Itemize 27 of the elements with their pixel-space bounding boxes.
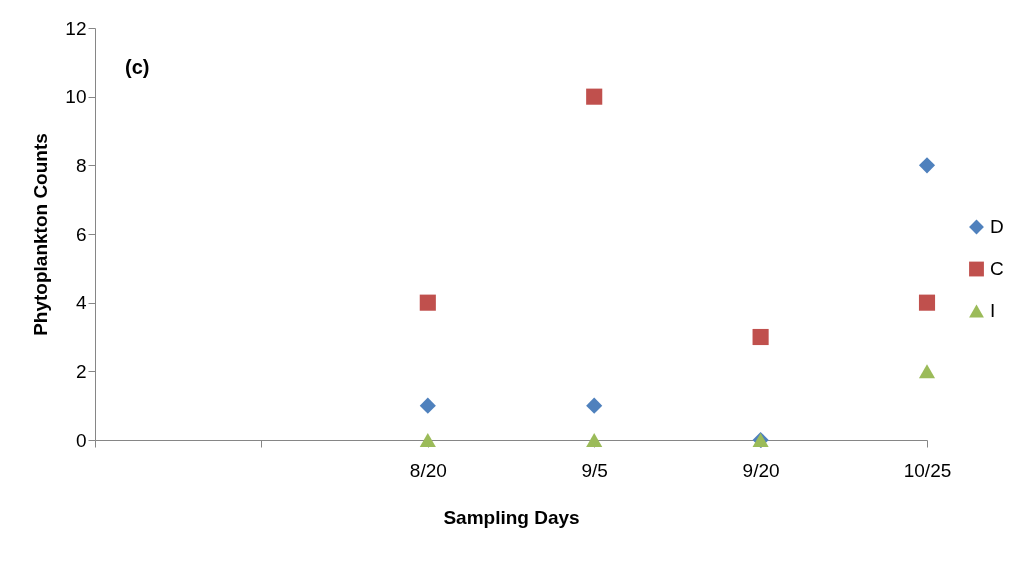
y-tick-label: 12 (65, 17, 87, 39)
x-tick-label: 8/20 (409, 459, 447, 481)
annotation: (c) (125, 56, 150, 78)
y-tick-label: 6 (75, 223, 87, 245)
point (586, 433, 603, 447)
x-tick-label: 9/5 (581, 459, 608, 481)
legend-label: I (990, 300, 996, 322)
point (419, 433, 436, 447)
point (419, 294, 436, 311)
point (918, 364, 936, 379)
y-tick-label: 0 (75, 429, 87, 451)
point (918, 294, 936, 311)
y-tick-label: 10 (65, 86, 87, 108)
point (586, 397, 603, 414)
point (918, 157, 936, 174)
point (752, 328, 769, 346)
legend-label: D (990, 216, 1004, 238)
point (586, 88, 603, 105)
y-axis-title: Phytoplankton Counts (30, 133, 52, 336)
point (419, 397, 436, 414)
x-tick-label: 10/25 (903, 459, 952, 481)
y-tick-label: 4 (75, 292, 87, 314)
legend-label: C (990, 258, 1004, 280)
x-axis-title: Sampling Days (443, 506, 580, 528)
x-tick-label: 9/20 (742, 459, 780, 481)
y-tick-label: 8 (75, 154, 87, 176)
y-tick-label: 2 (75, 360, 87, 382)
